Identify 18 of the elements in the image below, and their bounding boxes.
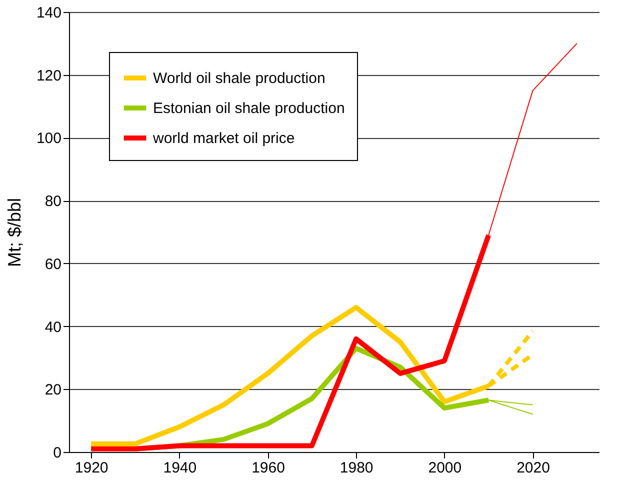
x-tick-label: 2000 <box>428 460 462 476</box>
y-tick-label: 120 <box>36 67 62 84</box>
y-tick-label: 20 <box>44 382 62 399</box>
legend-label: Estonian oil shale production <box>153 100 345 117</box>
x-tick-label: 1920 <box>74 460 108 476</box>
y-tick-label: 60 <box>44 256 62 273</box>
y-tick-label: 40 <box>44 318 62 336</box>
y-tick-label: 100 <box>36 130 62 148</box>
y-tick-label: 0 <box>53 444 62 462</box>
y-tick-label: 80 <box>44 193 62 210</box>
x-tick-label: 1980 <box>340 460 374 476</box>
x-tick-label: 2020 <box>516 460 550 476</box>
x-tick-label: 1940 <box>163 460 197 476</box>
y-axis-title: Mt; $/bbl <box>4 198 24 268</box>
legend-label: World oil shale production <box>153 70 326 87</box>
x-tick-label: 1960 <box>252 460 285 476</box>
legend-label: world market oil price <box>152 130 295 147</box>
y-tick-label: 140 <box>36 4 62 22</box>
